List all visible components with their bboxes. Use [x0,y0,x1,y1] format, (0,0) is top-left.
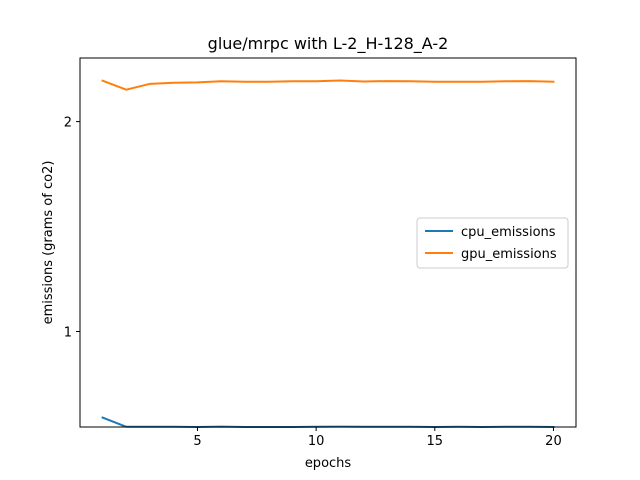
axis-ticks: 5 10 15 20 1 2 [64,116,562,449]
series-line-gpu_emissions [101,79,555,91]
x-tick-label: 10 [308,434,325,449]
chart-title: glue/mrpc with L-2_H-128_A-2 [208,34,449,54]
legend-label-cpu_emissions: cpu_emissions [461,225,556,240]
y-tick-label: 2 [64,116,72,131]
x-tick-label: 20 [545,434,562,449]
legend-box [416,217,569,269]
x-axis-label: epochs [305,456,352,471]
legend: cpu_emissions gpu_emissions [416,217,569,269]
x-tick-label: 15 [427,434,444,449]
y-tick-label: 1 [64,325,72,340]
y-axis-label: emissions (grams of co2) [41,161,56,325]
axes-frame [79,57,577,428]
x-tick-label: 5 [193,434,201,449]
legend-label-gpu_emissions: gpu_emissions [461,247,557,262]
